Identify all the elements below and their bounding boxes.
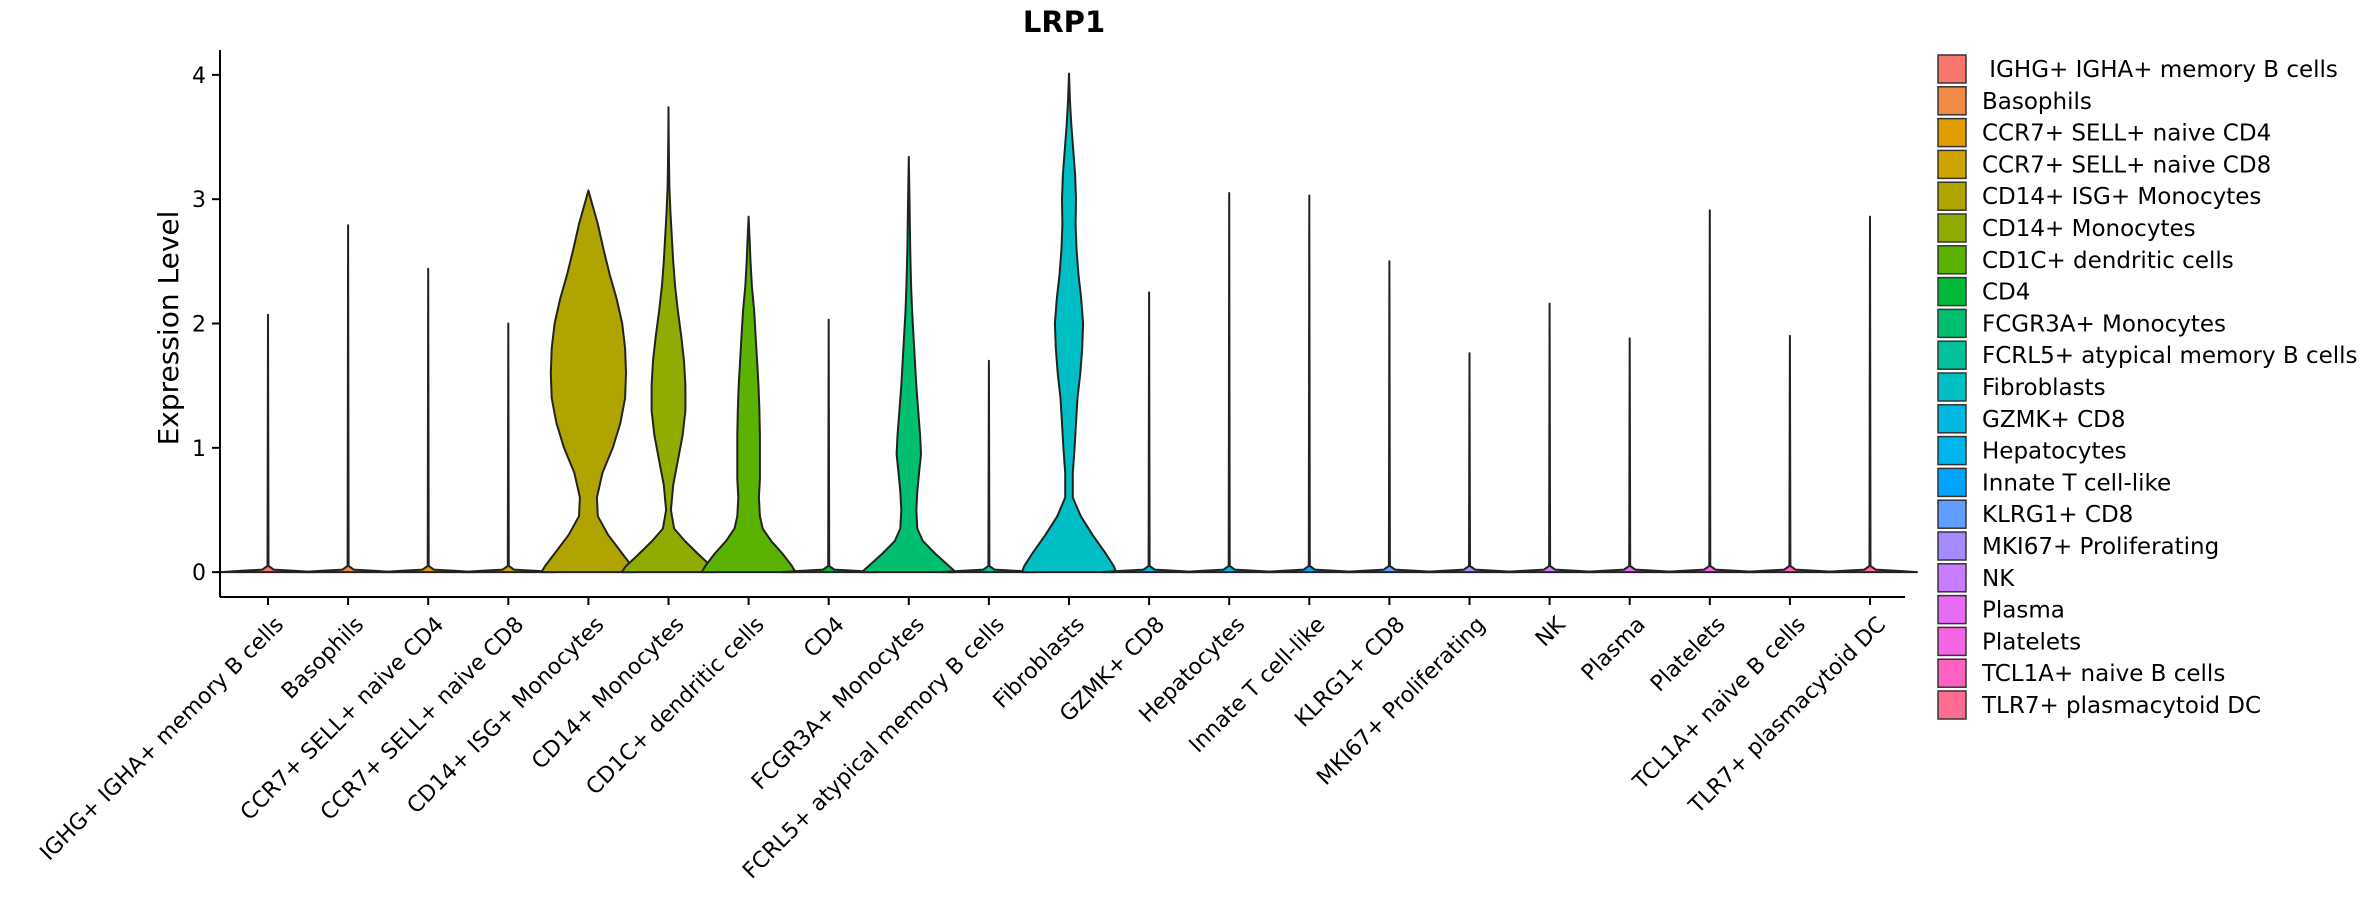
legend-key xyxy=(1937,340,1967,370)
legend-key xyxy=(1937,149,1967,180)
violin-3 xyxy=(460,322,557,574)
violin-9 xyxy=(940,359,1037,574)
legend-label: Innate T cell-like xyxy=(1982,470,2171,496)
violin-11 xyxy=(1101,291,1198,574)
x-tick-label: Platelets xyxy=(1646,612,1731,697)
legend-key xyxy=(1937,245,1967,275)
legend-label: CD4 xyxy=(1982,280,2030,306)
y-tick-label: 2 xyxy=(192,313,206,338)
violin-5 xyxy=(620,106,717,574)
violin-14 xyxy=(1341,260,1438,574)
legend-key xyxy=(1937,86,1967,116)
violin-7 xyxy=(780,318,877,574)
legend-key xyxy=(1937,594,1967,625)
legend-label: FCGR3A+ Monocytes xyxy=(1982,311,2226,337)
x-tick-label: CD14+ Monocytes xyxy=(527,612,689,774)
x-tick-label: Innate T cell-like xyxy=(1185,612,1331,758)
legend-key xyxy=(1937,690,1967,720)
legend-key xyxy=(1937,658,1967,688)
violin-6 xyxy=(700,215,797,574)
legend-label: KLRG1+ CD8 xyxy=(1982,502,2133,528)
violin-1 xyxy=(300,224,397,574)
violin-2 xyxy=(380,267,477,574)
violin-13 xyxy=(1261,194,1358,574)
legend-key xyxy=(1937,117,1967,148)
y-tick-label: 0 xyxy=(192,561,206,586)
legend-key xyxy=(1937,213,1967,243)
violin-17 xyxy=(1581,337,1678,574)
legend-label: Plasma xyxy=(1982,598,2065,624)
violin-10 xyxy=(1021,72,1117,574)
violin-20 xyxy=(1822,215,1918,574)
legend-label: Hepatocytes xyxy=(1982,439,2127,465)
x-tick-label: NK xyxy=(1531,612,1571,652)
legend-label: FCRL5+ atypical memory B cells xyxy=(1982,343,2358,369)
y-tick-label: 4 xyxy=(192,64,206,89)
x-tick-label: Plasma xyxy=(1577,612,1651,686)
legend-key xyxy=(1937,372,1967,402)
legend-label: Platelets xyxy=(1982,629,2081,655)
x-tick-label: IGHG+ IGHA+ memory B cells xyxy=(36,612,289,865)
violin-16 xyxy=(1501,302,1598,574)
legend-key xyxy=(1937,531,1967,561)
legend-label: CCR7+ SELL+ naive CD8 xyxy=(1982,152,2271,178)
violin-4 xyxy=(540,189,637,574)
legend-label: Fibroblasts xyxy=(1982,375,2106,401)
legend-label: CD14+ Monocytes xyxy=(1982,216,2196,242)
legend-key xyxy=(1937,54,1967,84)
legend: IGHG+ IGHA+ memory B cells Basophils CCR7+… xyxy=(1937,54,2358,720)
legend-label: CD14+ ISG+ Monocytes xyxy=(1982,184,2261,210)
legend-label: CCR7+ SELL+ naive CD4 xyxy=(1982,121,2271,147)
y-tick-label: 1 xyxy=(192,437,206,462)
x-tick-label: MKI67+ Proliferating xyxy=(1312,612,1490,790)
legend-key xyxy=(1937,563,1967,593)
violin-0 xyxy=(220,313,316,574)
legend-key xyxy=(1937,626,1967,657)
legend-key xyxy=(1937,276,1967,307)
x-axis: IGHG+ IGHA+ memory B cellsBasophilsCCR7+… xyxy=(36,596,1905,884)
legend-label: IGHG+ IGHA+ memory B cells xyxy=(1982,57,2338,83)
x-tick-label: CD4 xyxy=(799,612,849,662)
violin-15 xyxy=(1421,352,1518,574)
legend-key xyxy=(1937,404,1967,434)
legend-key xyxy=(1937,308,1967,339)
violin-8 xyxy=(860,155,957,574)
violin-12 xyxy=(1181,192,1278,574)
violin-18 xyxy=(1661,209,1758,574)
legend-key xyxy=(1937,435,1967,466)
legend-label: GZMK+ CD8 xyxy=(1982,407,2126,433)
legend-key xyxy=(1937,499,1967,529)
legend-label: MKI67+ Proliferating xyxy=(1982,534,2219,560)
legend-label: TLR7+ plasmacytoid DC xyxy=(1981,693,2261,719)
legend-label: Basophils xyxy=(1982,89,2092,115)
legend-label: NK xyxy=(1982,566,2015,592)
y-tick-label: 3 xyxy=(192,188,206,213)
y-axis-title: Expression Level xyxy=(152,211,185,446)
violin-19 xyxy=(1741,334,1838,574)
chart-title: LRP1 xyxy=(1023,5,1105,39)
legend-label: CD1C+ dendritic cells xyxy=(1982,248,2234,274)
y-axis: 0 1 2 3 4 xyxy=(192,50,221,597)
plot-area xyxy=(220,72,1918,574)
legend-key xyxy=(1937,181,1967,211)
legend-label: TCL1A+ naive B cells xyxy=(1981,661,2225,687)
legend-key xyxy=(1937,467,1967,498)
